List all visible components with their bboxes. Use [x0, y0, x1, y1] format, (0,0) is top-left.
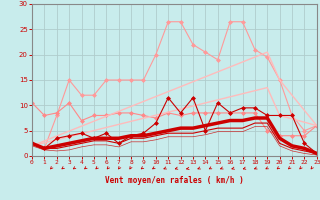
X-axis label: Vent moyen/en rafales ( km/h ): Vent moyen/en rafales ( km/h ) — [105, 176, 244, 185]
